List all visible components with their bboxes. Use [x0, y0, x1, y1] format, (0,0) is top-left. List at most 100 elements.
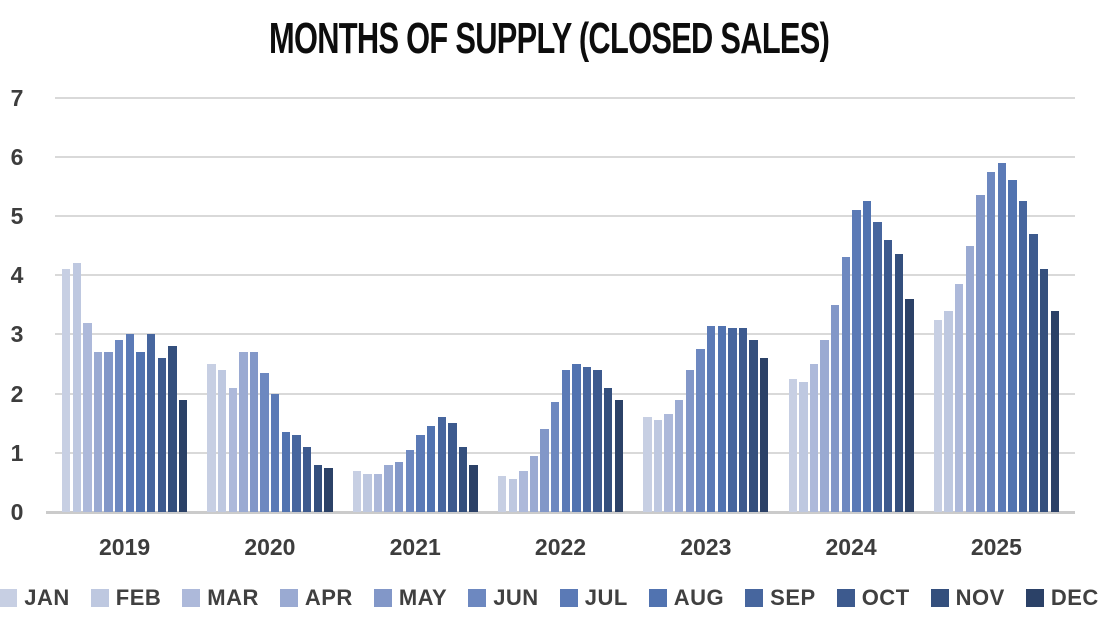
legend-swatch-dec	[1025, 589, 1044, 607]
bar-2019-MAR	[83, 322, 92, 512]
legend-item-jan: JAN	[0, 585, 70, 611]
bar-2025-NOV	[1040, 269, 1049, 512]
bar-2025-MAR	[955, 284, 964, 512]
bar-2020-FEB	[217, 369, 227, 512]
legend-swatch-sep	[745, 589, 764, 607]
bar-2020-APR	[239, 352, 248, 512]
legend-swatch-oct	[836, 589, 855, 607]
bar-2020-JUN	[260, 372, 269, 512]
bar-2019-AUG	[136, 352, 145, 512]
bar-2024-JUN	[841, 257, 850, 512]
legend-label-jul: JUL	[584, 585, 628, 610]
x-axis-year-label-2022: 2022	[534, 534, 587, 560]
bar-2024-SEP	[873, 221, 882, 512]
x-axis-year-label-2020: 2020	[244, 534, 296, 560]
legend-label-sep: SEP	[770, 585, 816, 610]
bar-2019-SEP	[146, 334, 156, 512]
bar-2019-JAN	[62, 269, 71, 512]
bar-2025-JUN	[986, 171, 996, 512]
bar-2019-NOV	[168, 346, 177, 512]
legend-swatch-may	[373, 589, 392, 607]
gridline-6	[55, 155, 1075, 158]
y-axis-tick-label-2: 2	[10, 380, 24, 407]
bar-2025-JUL	[997, 162, 1006, 512]
bar-2021-NOV	[458, 446, 468, 512]
bar-2019-APR	[93, 352, 103, 512]
x-axis-line	[46, 511, 1075, 514]
legend-swatch-mar	[182, 589, 201, 607]
bar-2023-MAR	[664, 414, 673, 512]
bar-2019-FEB	[72, 263, 81, 512]
legend-label-mar: MAR	[207, 585, 259, 610]
legend-swatch-jul	[559, 589, 578, 607]
bar-2020-NOV	[313, 464, 322, 512]
bar-2021-JUN	[405, 449, 415, 512]
bar-2021-AUG	[426, 426, 436, 512]
bar-2021-JAN	[352, 470, 361, 512]
bar-2025-DEC	[1050, 310, 1059, 512]
bar-2021-MAY	[395, 461, 404, 512]
bar-2023-NOV	[749, 340, 758, 512]
bar-2023-JUN	[696, 349, 705, 512]
legend-label-aug: AUG	[673, 585, 725, 610]
y-axis-tick-label-6: 6	[10, 143, 24, 170]
bar-2021-JUL	[416, 435, 425, 512]
bar-2023-JAN	[643, 417, 652, 512]
bar-2019-JUL	[125, 334, 135, 512]
legend-label-apr: APR	[304, 585, 353, 610]
bar-2023-JUL	[706, 325, 716, 512]
legend-swatch-jun	[468, 589, 487, 607]
bar-2024-MAR	[809, 364, 819, 512]
legend-label-jun: JUN	[493, 585, 539, 610]
chart-title: MONTHS OF SUPPLY (CLOSED SALES)	[0, 14, 1098, 64]
legend: JAN FEB MAR APR MAY JUN JUL AUG SEP OCT NOV DEC	[0, 585, 1098, 611]
bar-2023-FEB	[653, 420, 663, 512]
x-axis-year-label-2019: 2019	[99, 534, 151, 560]
legend-item-jul: JUL	[559, 585, 628, 611]
bar-2025-AUG	[1008, 180, 1017, 512]
x-axis-year-label-2023: 2023	[680, 534, 732, 560]
bar-2021-DEC	[469, 464, 478, 512]
bar-2022-MAY	[540, 429, 549, 512]
bar-2023-OCT	[738, 328, 748, 512]
x-axis-year-label-2021: 2021	[389, 534, 441, 560]
bar-2022-DEC	[614, 399, 624, 512]
bar-2020-JUL	[271, 393, 280, 512]
bar-2024-DEC	[905, 298, 914, 512]
bar-2023-SEP	[728, 328, 737, 512]
bar-2025-JAN	[933, 319, 943, 512]
x-axis-year-label-2025: 2025	[970, 534, 1022, 560]
legend-label-feb: FEB	[115, 585, 162, 610]
legend-item-oct: OCT	[836, 585, 910, 611]
legend-item-mar: MAR	[182, 585, 259, 611]
y-axis-tick-label-5: 5	[10, 203, 24, 229]
y-axis-tick-label-1: 1	[10, 439, 24, 466]
legend-item-feb: FEB	[90, 585, 162, 611]
bar-2022-NOV	[604, 387, 613, 512]
x-axis-year-label-2024: 2024	[825, 534, 877, 560]
bar-2025-SEP	[1018, 201, 1028, 512]
bar-2020-MAR	[228, 387, 237, 512]
bar-2024-OCT	[884, 239, 893, 512]
gridline-4	[55, 274, 1075, 277]
bar-2021-FEB	[363, 473, 372, 512]
bar-2021-OCT	[448, 423, 457, 512]
legend-swatch-apr	[279, 589, 298, 607]
bar-2023-APR	[675, 399, 684, 512]
bar-2025-APR	[965, 245, 975, 512]
legend-label-dec: DEC	[1050, 585, 1098, 610]
bar-2024-JAN	[788, 378, 797, 512]
legend-swatch-jan	[0, 589, 18, 607]
bar-2024-APR	[820, 340, 829, 512]
bar-2023-AUG	[717, 325, 726, 512]
y-axis-tick-label-0: 0	[10, 499, 24, 525]
bar-2020-JAN	[207, 364, 216, 512]
bar-2021-SEP	[437, 417, 446, 512]
bar-2024-NOV	[894, 254, 904, 512]
legend-item-jun: JUN	[468, 585, 539, 611]
y-axis-tick-label-7: 7	[10, 84, 24, 111]
bar-2024-JUL	[852, 210, 861, 512]
bar-2022-AUG	[572, 364, 581, 512]
bar-2023-MAY	[685, 369, 695, 512]
bar-2019-JUN	[115, 340, 124, 512]
